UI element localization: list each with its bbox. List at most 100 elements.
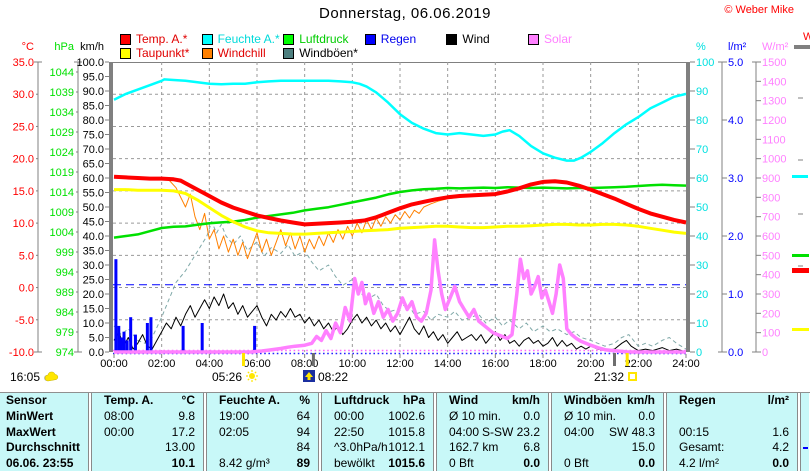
cell-regen-head: Regen l/m² [667, 393, 797, 409]
rain-bar [181, 325, 185, 352]
legend-label: Wind [462, 32, 490, 46]
cell-temp-head: Temp. A. °C [92, 393, 203, 409]
legend-item-temp: Temp. A.* [120, 32, 188, 46]
table-cutoff-sliver [801, 408, 809, 425]
table-row-cur: 06.06. 23:55 10.1 8.42 g/m³ 89 bewölkt 1015.6… [0, 456, 810, 471]
cell-value: 1.6 [772, 424, 789, 439]
axis-tick-label: 1200 [762, 115, 786, 127]
axis-tick-label: 40.0 [83, 231, 104, 243]
axis-tick-label: 80 [696, 115, 708, 127]
table-separator [548, 456, 552, 471]
axis-tick-label: 1000 [762, 154, 786, 166]
event-tick [625, 353, 629, 366]
table-separator [797, 408, 801, 425]
cell-value: °C [181, 393, 195, 407]
axis-tick-label: 35.0 [83, 246, 104, 258]
axis-tick-label: 1004 [50, 227, 74, 239]
axis-tick-label: 600 [762, 231, 780, 243]
cell-luftdruck-avg: ^3.0hPa/h 1012.1 [322, 440, 433, 457]
axis-tick-label: 10 [696, 318, 708, 330]
table-separator [797, 440, 801, 457]
right-edge-mark [794, 45, 810, 49]
cell-text: bewölkt [334, 456, 375, 471]
cell-feuchte-cur: 8.42 g/m³ 89 [207, 456, 318, 471]
axis-tick-label: 40 [696, 231, 708, 243]
cell-windboeen-cur: 0 Bft 0.0 [552, 456, 663, 471]
cell-wind-avg: 162.7 km 6.8 [437, 440, 548, 457]
axis-tick-label: 1034 [50, 107, 74, 119]
axis-tick-label: -5.0 [15, 315, 34, 327]
x-axis-label: 14:00 [434, 358, 462, 370]
legend-label: Windböen* [299, 46, 358, 60]
table-separator [88, 456, 92, 471]
axis-tick-label: 989 [56, 287, 74, 299]
cell-regen-cur: 4.2 l/m² 0.0 [667, 456, 797, 471]
axis-tick-label: 200 [762, 308, 780, 320]
moonset-time-label: 16:05 [10, 370, 40, 384]
solar-swatch [528, 33, 539, 45]
axis-tick-label: 300 [762, 289, 780, 301]
x-axis-label: 22:00 [625, 358, 653, 370]
rain-bar [119, 337, 123, 352]
row-label: MinWert [0, 408, 88, 425]
cell-text: Regen [679, 393, 716, 407]
legend-label: Temp. A.* [136, 32, 188, 46]
sun-icon [246, 370, 258, 382]
cell-regen-min [667, 408, 797, 425]
axis-tick-label: 85.0 [83, 101, 104, 113]
cell-value: 1002.6 [388, 408, 425, 423]
cell-value: 15.0 [631, 440, 655, 455]
axis-tick-label: 2.0 [728, 231, 743, 243]
cell-luftdruck-cur: bewölkt 1015.6 [322, 456, 433, 471]
feuchte-swatch [201, 33, 213, 45]
cell-text: 8.42 g/m³ [219, 456, 270, 471]
cell-value: km/h [626, 393, 655, 407]
axis-tick-label: 25.0 [83, 275, 104, 287]
axis-tick-label: 60 [696, 173, 708, 185]
legend-item-windboeen: Windböen* [283, 46, 358, 60]
axis-tick-label: 1009 [50, 207, 74, 219]
x-axis-label: 10:00 [339, 358, 367, 370]
axis-unit-wm2: W/m² [762, 41, 789, 53]
sunrise-time-label: 05:26 [212, 370, 242, 384]
legend-item-luftdruck: Luftdruck [283, 32, 349, 46]
x-axis-label: 00:00 [100, 358, 128, 370]
axis-tick-label: 45.0 [83, 217, 104, 229]
x-axis-label: 04:00 [196, 358, 224, 370]
table-separator [433, 393, 437, 409]
cell-text: Ø 10 min. [449, 408, 502, 423]
row-label: Sensor [0, 393, 88, 409]
cloud-icon [44, 371, 59, 382]
table-separator [433, 440, 437, 457]
cell-text: 04:00 [564, 424, 595, 439]
axis-tick-label: 60.0 [83, 173, 104, 185]
table-separator [663, 408, 667, 425]
cell-value: 94 [296, 424, 310, 439]
wind-swatch [446, 33, 458, 45]
rain-bar [149, 317, 153, 352]
rain-bar [129, 317, 133, 352]
axis-tick-label: 25.0 [13, 121, 34, 133]
sunset-time-label: 21:32 [594, 370, 624, 384]
table-separator [663, 440, 667, 457]
axis-tick-label: 20.0 [13, 154, 34, 166]
cell-feuchte-avg: 84 [207, 440, 318, 457]
table-separator [433, 408, 437, 425]
table-separator [797, 456, 801, 471]
row-label: 06.06. 23:55 [0, 456, 88, 471]
axis-tick-label: 979 [56, 327, 74, 339]
axis-tick-label: 75.0 [83, 130, 104, 142]
legend-label: Luftdruck [299, 32, 349, 46]
rain-bar [133, 334, 137, 352]
axis-tick-label: 0.0 [19, 283, 34, 295]
cell-feuchte-max: 02:05 94 [207, 424, 318, 441]
plot-right-border [686, 62, 690, 352]
cell-value: 9.8 [178, 408, 195, 423]
cell-text: ^3.0hPa/h [334, 440, 388, 455]
cell-value: 0.0 [638, 408, 655, 423]
axis-tick-label: 55.0 [83, 188, 104, 200]
table-separator [88, 408, 92, 425]
cell-text: Luftdruck [334, 393, 390, 407]
rain-bar [117, 325, 121, 352]
